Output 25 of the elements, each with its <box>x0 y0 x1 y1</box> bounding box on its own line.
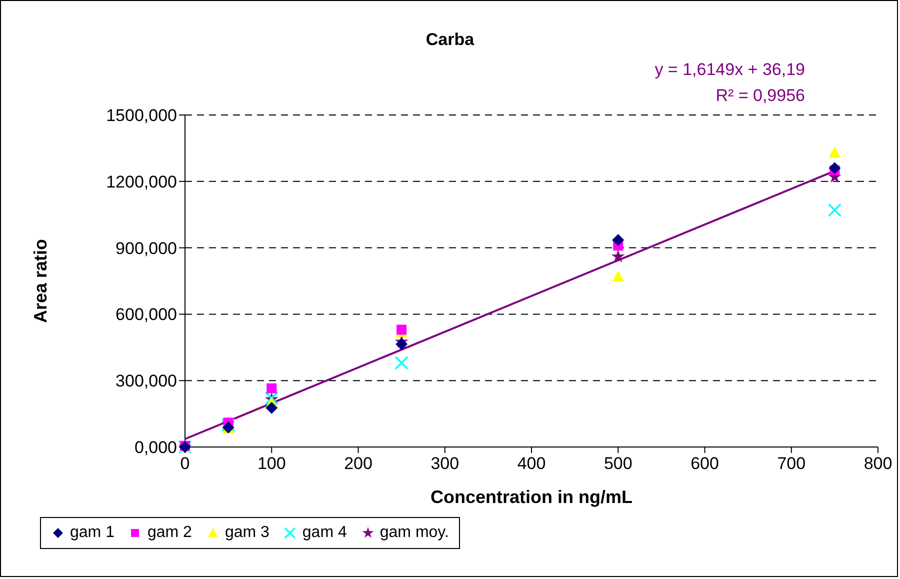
legend-label: gam 3 <box>224 524 270 542</box>
y-axis-title: Area ratio <box>30 238 50 324</box>
chart-title: Carba <box>424 30 476 50</box>
y-tick-label: 1500,000 <box>106 106 177 126</box>
y-tick-label: 600,000 <box>116 305 177 324</box>
y-tick-label: 1200,000 <box>106 172 177 192</box>
text: R² = 0,9956 <box>716 86 805 106</box>
text: y = 1,6149x + 36,19 <box>654 60 805 80</box>
legend-label: gam 1 <box>69 524 114 542</box>
y-tick-label: 900,000 <box>116 238 177 258</box>
legend-label: gam moy. <box>378 524 449 542</box>
x-tick-label: 300 <box>430 454 460 473</box>
y-tick-label: 0,000 <box>134 438 177 458</box>
x-tick-label: 100 <box>257 454 286 473</box>
x-axis-title: Concentration in ng/mL <box>430 487 632 507</box>
x-tick-label: 800 <box>864 454 892 473</box>
legend-label: gam 4 <box>301 524 347 542</box>
x-tick-label: 400 <box>517 454 546 473</box>
x-tick-label: 600 <box>690 454 719 473</box>
x-tick-label: 700 <box>777 454 806 473</box>
x-tick-label: 200 <box>344 454 372 473</box>
legend-label: gam 2 <box>146 524 192 542</box>
x-tick-label: 500 <box>604 454 632 473</box>
x-tick-label: 0 <box>180 454 190 473</box>
y-tick-label: 300,000 <box>116 372 177 391</box>
